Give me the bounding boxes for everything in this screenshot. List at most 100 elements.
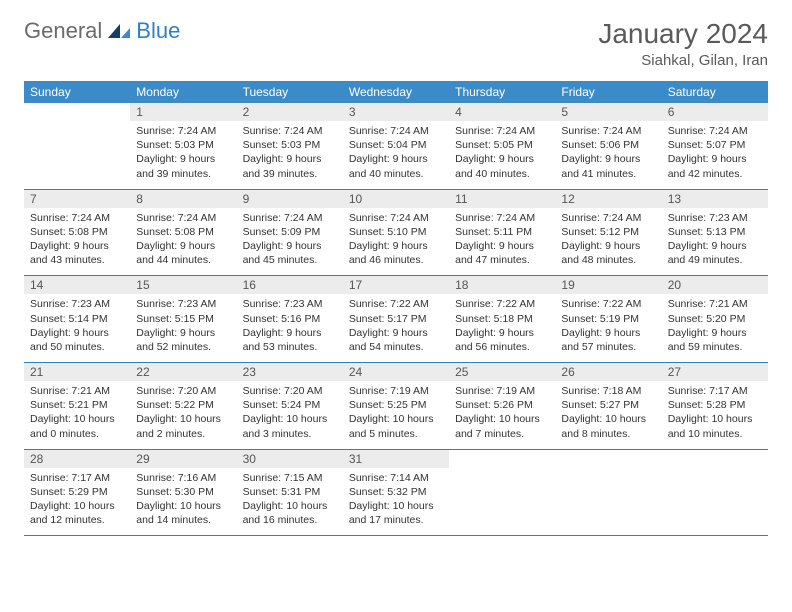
daylight-line: Daylight: 9 hours and 42 minutes. bbox=[668, 153, 747, 179]
day-cell: 5Sunrise: 7:24 AMSunset: 5:06 PMDaylight… bbox=[555, 103, 661, 189]
day-cell: 19Sunrise: 7:22 AMSunset: 5:19 PMDayligh… bbox=[555, 276, 661, 363]
weekday-monday: Monday bbox=[130, 81, 236, 103]
day-body: Sunrise: 7:24 AMSunset: 5:08 PMDaylight:… bbox=[130, 208, 236, 276]
day-number: 5 bbox=[555, 103, 661, 121]
day-number: 9 bbox=[237, 190, 343, 208]
sunrise-line: Sunrise: 7:24 AM bbox=[349, 125, 429, 137]
daylight-line: Daylight: 10 hours and 7 minutes. bbox=[455, 413, 540, 439]
day-number: 8 bbox=[130, 190, 236, 208]
calendar-header-row: SundayMondayTuesdayWednesdayThursdayFrid… bbox=[24, 81, 768, 103]
day-number: 21 bbox=[24, 363, 130, 381]
day-number: 6 bbox=[662, 103, 768, 121]
day-cell: 15Sunrise: 7:23 AMSunset: 5:15 PMDayligh… bbox=[130, 276, 236, 363]
logo-sail-icon bbox=[106, 22, 132, 40]
sunrise-line: Sunrise: 7:17 AM bbox=[668, 385, 748, 397]
day-cell: 24Sunrise: 7:19 AMSunset: 5:25 PMDayligh… bbox=[343, 363, 449, 450]
daylight-line: Daylight: 9 hours and 50 minutes. bbox=[30, 327, 109, 353]
sunset-line: Sunset: 5:07 PM bbox=[668, 139, 746, 151]
day-number: 29 bbox=[130, 450, 236, 468]
day-body: Sunrise: 7:24 AMSunset: 5:03 PMDaylight:… bbox=[130, 121, 236, 189]
sunset-line: Sunset: 5:30 PM bbox=[136, 486, 214, 498]
daylight-line: Daylight: 10 hours and 14 minutes. bbox=[136, 500, 221, 526]
day-number: 19 bbox=[555, 276, 661, 294]
daylight-line: Daylight: 9 hours and 56 minutes. bbox=[455, 327, 534, 353]
day-body: Sunrise: 7:23 AMSunset: 5:15 PMDaylight:… bbox=[130, 294, 236, 362]
sunset-line: Sunset: 5:06 PM bbox=[561, 139, 639, 151]
daylight-line: Daylight: 9 hours and 41 minutes. bbox=[561, 153, 640, 179]
daylight-line: Daylight: 9 hours and 43 minutes. bbox=[30, 240, 109, 266]
sunrise-line: Sunrise: 7:24 AM bbox=[455, 125, 535, 137]
day-body bbox=[662, 454, 768, 516]
day-body bbox=[449, 454, 555, 516]
day-cell: 20Sunrise: 7:21 AMSunset: 5:20 PMDayligh… bbox=[662, 276, 768, 363]
daylight-line: Daylight: 9 hours and 54 minutes. bbox=[349, 327, 428, 353]
sunset-line: Sunset: 5:24 PM bbox=[243, 399, 321, 411]
sunrise-line: Sunrise: 7:22 AM bbox=[561, 298, 641, 310]
sunset-line: Sunset: 5:32 PM bbox=[349, 486, 427, 498]
sunset-line: Sunset: 5:18 PM bbox=[455, 313, 533, 325]
daylight-line: Daylight: 9 hours and 53 minutes. bbox=[243, 327, 322, 353]
calendar-row: 21Sunrise: 7:21 AMSunset: 5:21 PMDayligh… bbox=[24, 363, 768, 450]
day-body: Sunrise: 7:19 AMSunset: 5:25 PMDaylight:… bbox=[343, 381, 449, 449]
day-number: 3 bbox=[343, 103, 449, 121]
title-block: January 2024 Siahkal, Gilan, Iran bbox=[598, 18, 768, 69]
sunset-line: Sunset: 5:15 PM bbox=[136, 313, 214, 325]
sunrise-line: Sunrise: 7:23 AM bbox=[30, 298, 110, 310]
day-number: 18 bbox=[449, 276, 555, 294]
day-number: 15 bbox=[130, 276, 236, 294]
day-cell: 23Sunrise: 7:20 AMSunset: 5:24 PMDayligh… bbox=[237, 363, 343, 450]
sunset-line: Sunset: 5:10 PM bbox=[349, 226, 427, 238]
sunset-line: Sunset: 5:11 PM bbox=[455, 226, 532, 238]
day-number: 27 bbox=[662, 363, 768, 381]
day-number: 10 bbox=[343, 190, 449, 208]
day-body: Sunrise: 7:24 AMSunset: 5:08 PMDaylight:… bbox=[24, 208, 130, 276]
day-body: Sunrise: 7:24 AMSunset: 5:12 PMDaylight:… bbox=[555, 208, 661, 276]
sunrise-line: Sunrise: 7:24 AM bbox=[136, 125, 216, 137]
day-cell: 22Sunrise: 7:20 AMSunset: 5:22 PMDayligh… bbox=[130, 363, 236, 450]
sunrise-line: Sunrise: 7:20 AM bbox=[243, 385, 323, 397]
day-number: 11 bbox=[449, 190, 555, 208]
day-number: 17 bbox=[343, 276, 449, 294]
sunset-line: Sunset: 5:19 PM bbox=[561, 313, 639, 325]
day-number: 16 bbox=[237, 276, 343, 294]
day-cell: 10Sunrise: 7:24 AMSunset: 5:10 PMDayligh… bbox=[343, 189, 449, 276]
day-cell: 6Sunrise: 7:24 AMSunset: 5:07 PMDaylight… bbox=[662, 103, 768, 189]
day-cell: 30Sunrise: 7:15 AMSunset: 5:31 PMDayligh… bbox=[237, 449, 343, 536]
day-body: Sunrise: 7:17 AMSunset: 5:28 PMDaylight:… bbox=[662, 381, 768, 449]
sunrise-line: Sunrise: 7:19 AM bbox=[455, 385, 535, 397]
empty-cell bbox=[662, 449, 768, 536]
sunrise-line: Sunrise: 7:20 AM bbox=[136, 385, 216, 397]
sunrise-line: Sunrise: 7:17 AM bbox=[30, 472, 110, 484]
logo-word2: Blue bbox=[136, 18, 180, 44]
empty-cell bbox=[449, 449, 555, 536]
sunset-line: Sunset: 5:25 PM bbox=[349, 399, 427, 411]
day-cell: 7Sunrise: 7:24 AMSunset: 5:08 PMDaylight… bbox=[24, 189, 130, 276]
day-cell: 3Sunrise: 7:24 AMSunset: 5:04 PMDaylight… bbox=[343, 103, 449, 189]
day-cell: 14Sunrise: 7:23 AMSunset: 5:14 PMDayligh… bbox=[24, 276, 130, 363]
daylight-line: Daylight: 9 hours and 39 minutes. bbox=[136, 153, 215, 179]
day-number: 13 bbox=[662, 190, 768, 208]
day-body: Sunrise: 7:24 AMSunset: 5:03 PMDaylight:… bbox=[237, 121, 343, 189]
daylight-line: Daylight: 9 hours and 44 minutes. bbox=[136, 240, 215, 266]
day-body bbox=[555, 454, 661, 516]
calendar-body: 1Sunrise: 7:24 AMSunset: 5:03 PMDaylight… bbox=[24, 103, 768, 536]
daylight-line: Daylight: 9 hours and 47 minutes. bbox=[455, 240, 534, 266]
day-number: 25 bbox=[449, 363, 555, 381]
calendar-row: 7Sunrise: 7:24 AMSunset: 5:08 PMDaylight… bbox=[24, 189, 768, 276]
sunrise-line: Sunrise: 7:21 AM bbox=[668, 298, 748, 310]
calendar-row: 1Sunrise: 7:24 AMSunset: 5:03 PMDaylight… bbox=[24, 103, 768, 189]
day-number: 7 bbox=[24, 190, 130, 208]
weekday-tuesday: Tuesday bbox=[237, 81, 343, 103]
daylight-line: Daylight: 9 hours and 49 minutes. bbox=[668, 240, 747, 266]
sunset-line: Sunset: 5:26 PM bbox=[455, 399, 533, 411]
sunset-line: Sunset: 5:16 PM bbox=[243, 313, 321, 325]
day-body: Sunrise: 7:22 AMSunset: 5:18 PMDaylight:… bbox=[449, 294, 555, 362]
day-body: Sunrise: 7:23 AMSunset: 5:13 PMDaylight:… bbox=[662, 208, 768, 276]
day-cell: 16Sunrise: 7:23 AMSunset: 5:16 PMDayligh… bbox=[237, 276, 343, 363]
daylight-line: Daylight: 10 hours and 5 minutes. bbox=[349, 413, 434, 439]
daylight-line: Daylight: 10 hours and 17 minutes. bbox=[349, 500, 434, 526]
day-number: 14 bbox=[24, 276, 130, 294]
daylight-line: Daylight: 9 hours and 39 minutes. bbox=[243, 153, 322, 179]
sunrise-line: Sunrise: 7:21 AM bbox=[30, 385, 110, 397]
sunset-line: Sunset: 5:08 PM bbox=[136, 226, 214, 238]
